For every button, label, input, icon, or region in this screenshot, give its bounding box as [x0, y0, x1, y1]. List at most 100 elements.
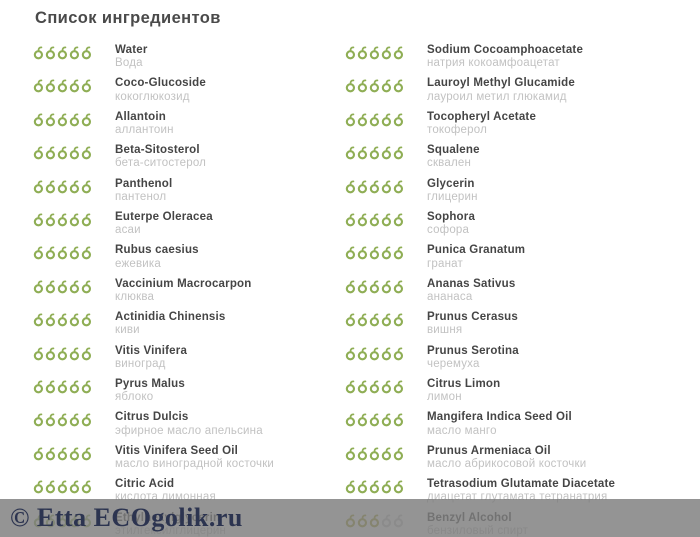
drop-icon [69, 380, 80, 394]
ingredient-rating [33, 180, 115, 194]
drop-icon [57, 380, 68, 394]
drop-icon [33, 79, 44, 93]
ingredient-row: Ananas Sativus ананаса [345, 278, 615, 304]
drop-icon [393, 146, 404, 160]
drop-icon [45, 146, 56, 160]
ingredient-rating [33, 113, 115, 127]
ingredient-rating [345, 480, 427, 494]
drop-icon [357, 46, 368, 60]
drop-icon [369, 447, 380, 461]
drop-icon [393, 313, 404, 327]
drop-icon [45, 280, 56, 294]
drop-icon [69, 447, 80, 461]
drop-icon [381, 113, 392, 127]
drop-icon [393, 280, 404, 294]
ingredient-rating [345, 280, 427, 294]
drop-icon [381, 413, 392, 427]
drop-icon [45, 480, 56, 494]
drop-icon [57, 347, 68, 361]
ingredient-rating [345, 146, 427, 160]
ingredient-name: Prunus Serotina [427, 344, 519, 357]
drop-icon [345, 447, 356, 461]
drop-icon [381, 447, 392, 461]
drop-icon [33, 46, 44, 60]
drop-icon [33, 213, 44, 227]
drop-icon [33, 146, 44, 160]
ingredient-name: Punica Granatum [427, 244, 526, 257]
drop-icon [369, 46, 380, 60]
ingredient-row: Prunus Cerasus вишня [345, 311, 615, 337]
ingredient-row: Pyrus Malus яблоко [33, 378, 345, 404]
drop-icon [33, 180, 44, 194]
ingredient-translation: натрия кокоамфоацетат [427, 57, 560, 70]
drop-icon [381, 246, 392, 260]
ingredient-name: Vaccinium Macrocarpon [115, 277, 252, 290]
ingredient-rating [345, 313, 427, 327]
drop-icon [357, 347, 368, 361]
drop-icon [369, 313, 380, 327]
drop-icon [357, 79, 368, 93]
ingredient-row: Panthenol пантенол [33, 178, 345, 204]
ingredient-row: Citrus Dulcis эфирное масло апельсина [33, 411, 345, 437]
drop-icon [57, 480, 68, 494]
drop-icon [33, 380, 44, 394]
ingredient-name: Panthenol [115, 177, 173, 190]
drop-icon [45, 113, 56, 127]
drop-icon [45, 46, 56, 60]
ingredients-column-left: Water Вода Coco-Glucoside кокоглюкозид A… [33, 44, 345, 537]
ingredient-name: Lauroyl Methyl Glucamide [427, 77, 575, 90]
drop-icon [393, 347, 404, 361]
ingredient-translation: вишня [427, 324, 463, 337]
drop-icon [369, 280, 380, 294]
drop-icon [81, 380, 92, 394]
drop-icon [345, 46, 356, 60]
ingredient-rating [33, 447, 115, 461]
drop-icon [345, 146, 356, 160]
ingredient-rating [33, 146, 115, 160]
drop-icon [69, 180, 80, 194]
ingredient-row: Punica Granatum гранат [345, 244, 615, 270]
drop-icon [69, 280, 80, 294]
drop-icon [45, 79, 56, 93]
drop-icon [381, 213, 392, 227]
drop-icon [369, 413, 380, 427]
drop-icon [81, 146, 92, 160]
drop-icon [369, 347, 380, 361]
drop-icon [345, 347, 356, 361]
drop-icon [357, 213, 368, 227]
drop-icon [357, 280, 368, 294]
drop-icon [357, 480, 368, 494]
ingredient-name: Citric Acid [115, 478, 175, 491]
ingredient-rating [33, 246, 115, 260]
ingredient-row: Vitis Vinifera Seed Oil масло виноградно… [33, 445, 345, 471]
ingredient-rating [345, 113, 427, 127]
ingredient-name: Mangifera Indica Seed Oil [427, 411, 572, 424]
drop-icon [357, 146, 368, 160]
drop-icon [69, 213, 80, 227]
drop-icon [45, 347, 56, 361]
ingredient-row: Rubus caesius ежевика [33, 244, 345, 270]
ingredient-translation: лауроил метил глюкамид [427, 90, 567, 103]
drop-icon [33, 280, 44, 294]
ingredient-translation: виноград [115, 357, 166, 370]
ingredient-translation: ананаса [427, 291, 473, 304]
drop-icon [393, 180, 404, 194]
drop-icon [57, 46, 68, 60]
drop-icon [369, 246, 380, 260]
ingredient-row: Actinidia Chinensis киви [33, 311, 345, 337]
ingredient-name: Squalene [427, 144, 480, 157]
drop-icon [381, 347, 392, 361]
ingredient-rating [345, 180, 427, 194]
drop-icon [69, 413, 80, 427]
drop-icon [357, 246, 368, 260]
ingredient-name: Coco-Glucoside [115, 77, 206, 90]
ingredient-name: Tocopheryl Acetate [427, 110, 537, 123]
drop-icon [345, 113, 356, 127]
ingredient-row: Prunus Serotina черемуха [345, 345, 615, 371]
ingredient-name: Glycerin [427, 177, 475, 190]
ingredient-row: Mangifera Indica Seed Oil масло манго [345, 411, 615, 437]
drop-icon [369, 180, 380, 194]
drop-icon [381, 480, 392, 494]
ingredient-name: Citrus Limon [427, 378, 501, 391]
ingredient-translation: черемуха [427, 357, 480, 370]
